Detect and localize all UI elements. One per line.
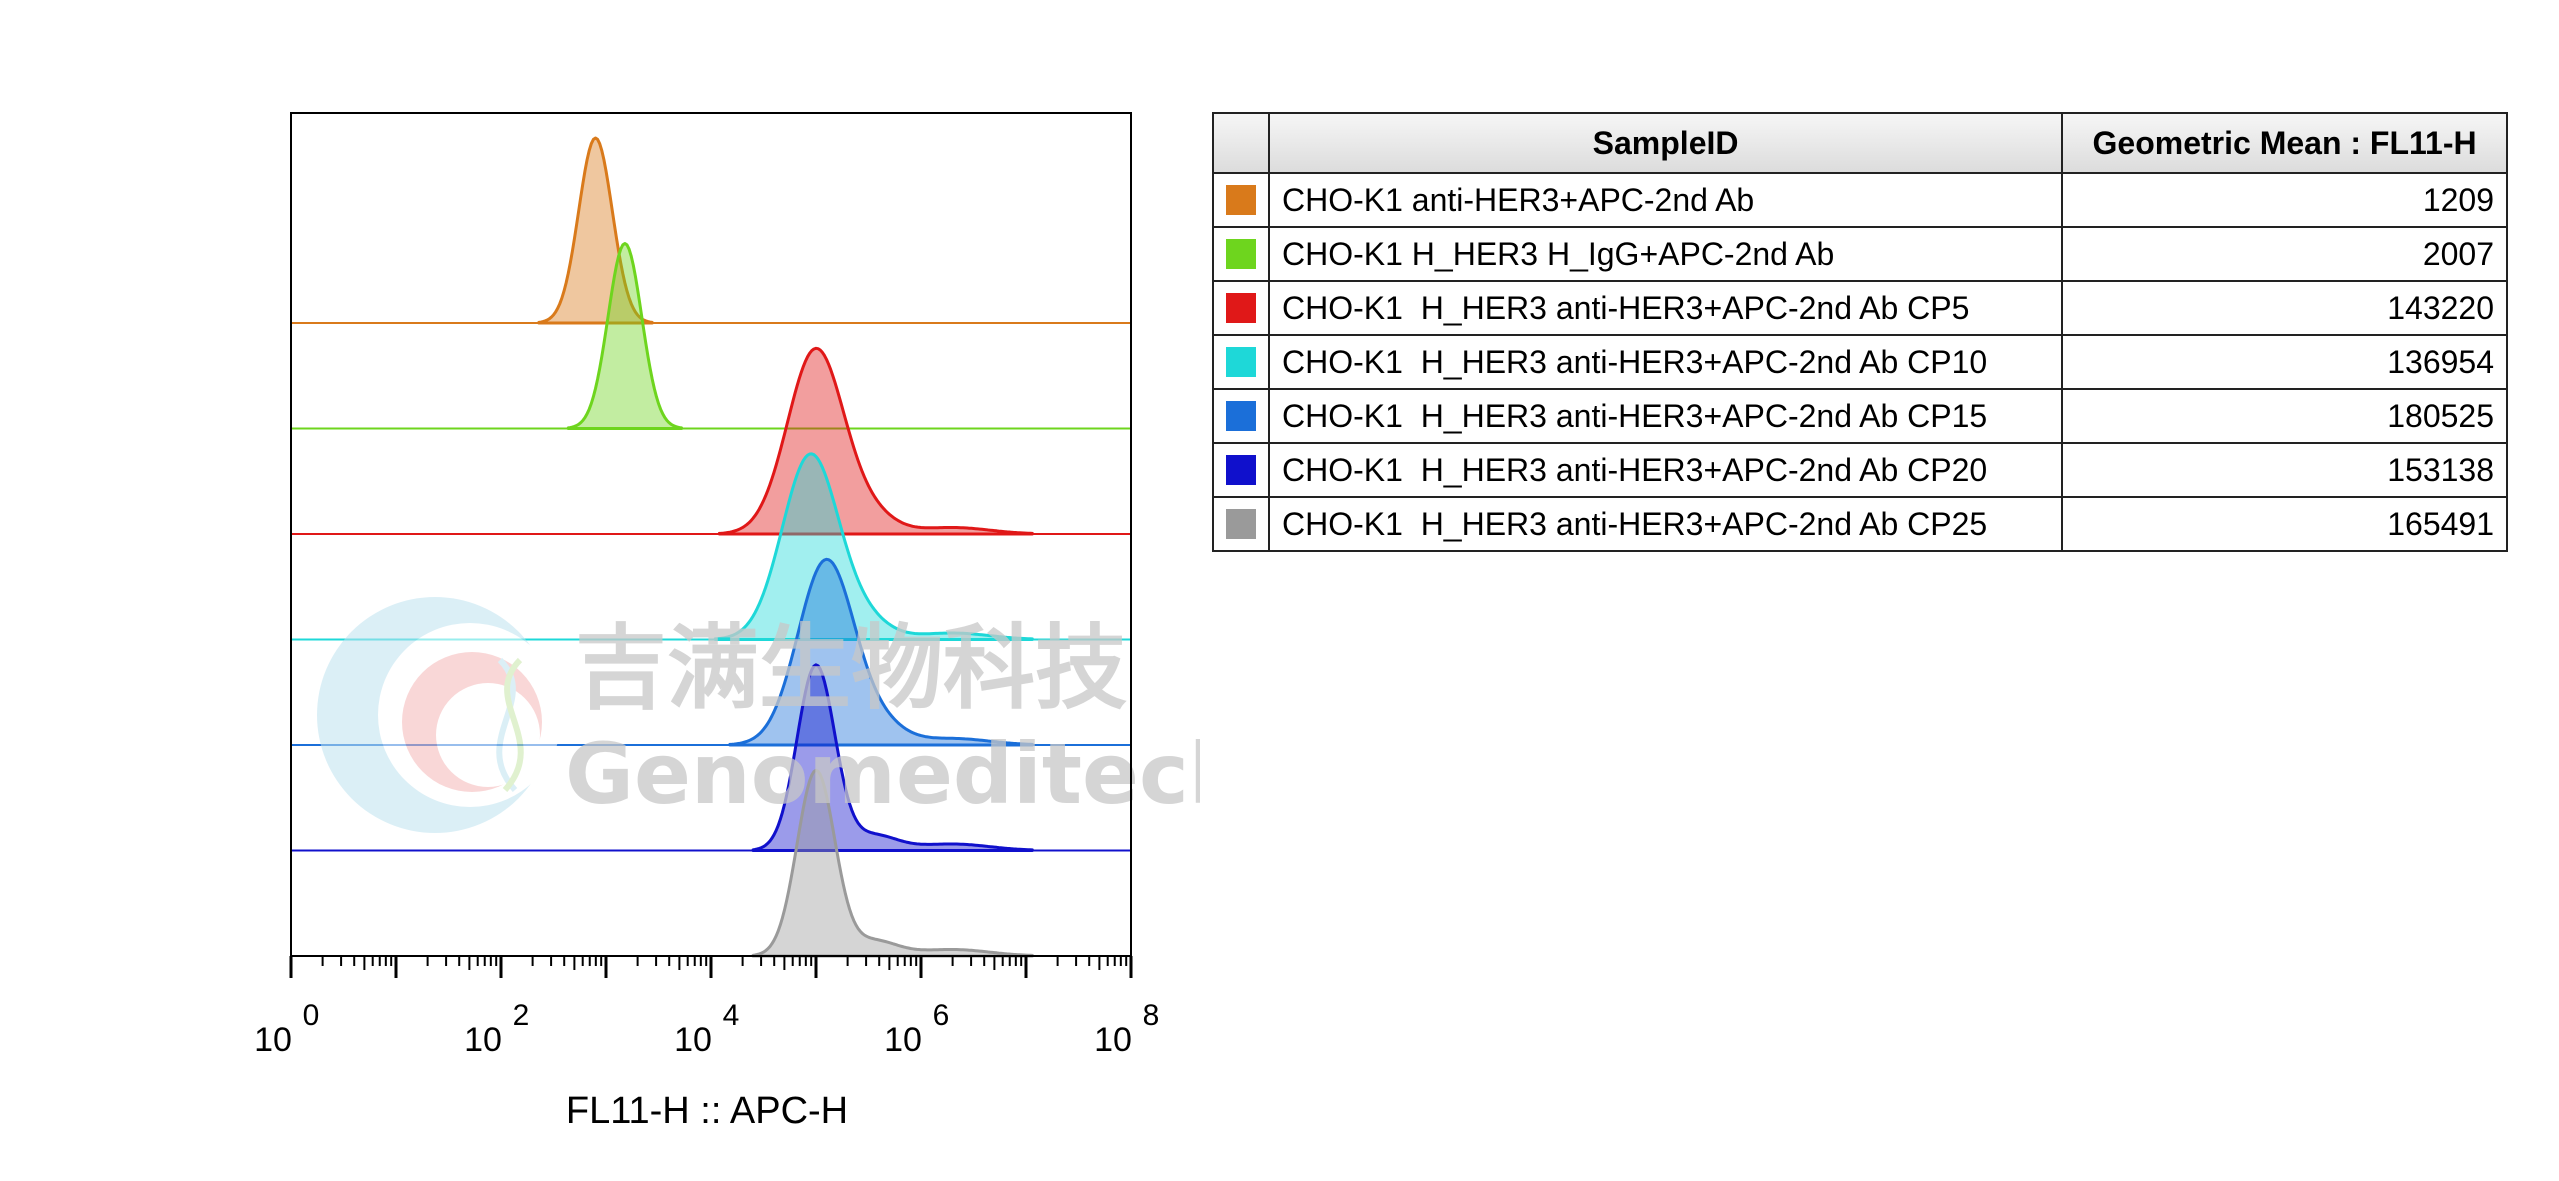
legend-row: CHO-K1 H_HER3 anti-HER3+APC-2nd Ab CP25 1… (1212, 496, 2508, 552)
legend-swatch-cell (1212, 388, 1270, 444)
legend-swatch-cell (1212, 280, 1270, 336)
legend-sample-id: CHO-K1 H_HER3 H_IgG+APC-2nd Ab (1267, 226, 2064, 282)
histogram-svg: 吉满生物科技 Genomeditech 10 0 10 2 10 4 10 6 10 8 FL11… (254, 112, 1200, 1132)
x-tick-label-base: 10 (884, 1021, 922, 1059)
watermark-en: Genomeditech (565, 725, 1200, 823)
legend-geometric-mean: 2007 (2061, 226, 2508, 282)
x-axis-ticks (289, 956, 1133, 978)
legend-sample-id: CHO-K1 H_HER3 anti-HER3+APC-2nd Ab CP20 (1267, 442, 2064, 498)
x-axis-title: FL11-H :: APC-H (566, 1090, 848, 1132)
legend-geometric-mean: 153138 (2061, 442, 2508, 498)
histogram-curve (717, 346, 1034, 536)
legend-swatch-cell (1212, 172, 1270, 228)
watermark-logo-icon (317, 597, 562, 833)
legend-color-swatch (1226, 293, 1256, 323)
x-tick-label-exponent: 0 (303, 999, 320, 1032)
legend-color-swatch (1226, 347, 1256, 377)
legend-sample-id: CHO-K1 anti-HER3+APC-2nd Ab (1267, 172, 2064, 228)
histogram-chart: 吉满生物科技 Genomeditech 10 0 10 2 10 4 10 6 10 8 FL11… (0, 0, 1200, 1181)
histogram-layer (291, 136, 1131, 958)
legend-color-swatch (1226, 509, 1256, 539)
x-tick-label-exponent: 2 (513, 999, 530, 1032)
x-tick-label-base: 10 (254, 1021, 292, 1059)
histogram-curve (751, 768, 1034, 958)
legend-sample-id: CHO-K1 H_HER3 anti-HER3+APC-2nd Ab CP5 (1267, 280, 2064, 336)
legend-header-row: SampleID Geometric Mean : FL11-H (1212, 112, 2508, 174)
legend-color-swatch (1226, 455, 1256, 485)
histogram-series-3 (291, 346, 1131, 536)
legend-geometric-mean: 165491 (2061, 496, 2508, 552)
x-tick-label-exponent: 6 (933, 999, 950, 1032)
legend-body: CHO-K1 anti-HER3+APC-2nd Ab 1209 CHO-K1 H_… (1212, 172, 2508, 552)
x-tick-label-exponent: 8 (1143, 999, 1160, 1032)
legend-row: CHO-K1 H_HER3 anti-HER3+APC-2nd Ab CP15 1… (1212, 388, 2508, 444)
legend-header-sample: SampleID (1267, 112, 2064, 174)
histogram-curve (751, 663, 1034, 852)
x-tick-label-exponent: 4 (723, 999, 740, 1032)
legend-row: CHO-K1 H_HER3 anti-HER3+APC-2nd Ab CP20 1… (1212, 442, 2508, 498)
legend-header-swatch (1212, 112, 1270, 174)
legend-header-value: Geometric Mean : FL11-H (2061, 112, 2508, 174)
watermark: 吉满生物科技 Genomeditech (317, 597, 1200, 833)
x-axis-tick-labels: 10 0 10 2 10 4 10 6 10 8 (254, 999, 1159, 1059)
histogram-series-2 (291, 242, 1131, 430)
legend-row: CHO-K1 H_HER3 anti-HER3+APC-2nd Ab CP10 1… (1212, 334, 2508, 390)
x-tick-label-base: 10 (464, 1021, 502, 1059)
legend-color-swatch (1226, 239, 1256, 269)
legend-sample-id: CHO-K1 H_HER3 anti-HER3+APC-2nd Ab CP10 (1267, 334, 2064, 390)
legend-row: CHO-K1 H_HER3 H_IgG+APC-2nd Ab 2007 (1212, 226, 2508, 282)
legend-swatch-cell (1212, 496, 1270, 552)
legend-sample-id: CHO-K1 H_HER3 anti-HER3+APC-2nd Ab CP25 (1267, 496, 2064, 552)
histogram-curve (537, 136, 654, 325)
legend-geometric-mean: 180525 (2061, 388, 2508, 444)
legend-swatch-cell (1212, 226, 1270, 282)
histogram-curve (713, 452, 1034, 641)
x-tick-label-base: 10 (674, 1021, 712, 1059)
legend-swatch-cell (1212, 442, 1270, 498)
legend-geometric-mean: 136954 (2061, 334, 2508, 390)
legend-geometric-mean: 1209 (2061, 172, 2508, 228)
legend-geometric-mean: 143220 (2061, 280, 2508, 336)
legend-row: CHO-K1 H_HER3 anti-HER3+APC-2nd Ab CP5 14… (1212, 280, 2508, 336)
legend-table: SampleID Geometric Mean : FL11-H CHO-K1 … (1212, 112, 2508, 552)
histogram-series-1 (291, 136, 1131, 325)
legend-row: CHO-K1 anti-HER3+APC-2nd Ab 1209 (1212, 172, 2508, 228)
watermark-cn: 吉满生物科技 (575, 615, 1127, 722)
histogram-curve (566, 242, 684, 430)
legend-sample-id: CHO-K1 H_HER3 anti-HER3+APC-2nd Ab CP15 (1267, 388, 2064, 444)
x-tick-label-base: 10 (1094, 1021, 1132, 1059)
histogram-series-6 (291, 663, 1131, 852)
legend-color-swatch (1226, 401, 1256, 431)
legend-swatch-cell (1212, 334, 1270, 390)
legend-color-swatch (1226, 185, 1256, 215)
